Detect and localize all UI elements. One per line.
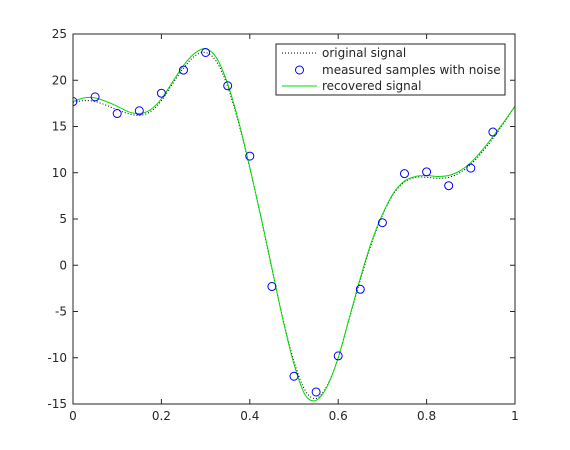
y-tick-label: -10 (47, 351, 67, 365)
y-tick-label: -15 (47, 397, 67, 411)
sample-marker-8 (245, 151, 255, 161)
recovered-signal-line (73, 48, 515, 402)
legend-label-original-signal: original signal (322, 46, 406, 60)
sample-marker-10 (289, 371, 299, 381)
sample-marker-1 (90, 92, 100, 102)
legend-label-measured-samples: measured samples with noise (322, 63, 501, 77)
sample-marker-17 (444, 181, 454, 191)
sample-marker-16 (422, 167, 432, 177)
x-tick-label: 1 (511, 409, 519, 423)
sample-marker-14 (377, 218, 387, 228)
y-tick-label: 0 (59, 258, 67, 272)
sample-marker-3 (134, 106, 144, 116)
plot-frame (72, 33, 516, 405)
plot-area (73, 34, 515, 404)
sample-marker-9 (267, 282, 277, 292)
y-tick-label: -5 (55, 305, 67, 319)
x-tick-label: 0.4 (240, 409, 259, 423)
y-tick-label: 20 (52, 73, 67, 87)
x-tick-label: 0.6 (329, 409, 348, 423)
sample-marker-11 (311, 387, 321, 397)
sample-marker-7 (223, 81, 233, 91)
sample-marker-6 (201, 48, 211, 57)
y-tick-label: 10 (52, 166, 67, 180)
legend-label-recovered-signal: recovered signal (322, 79, 421, 93)
sample-marker-2 (112, 109, 122, 119)
sample-marker-4 (156, 88, 166, 98)
y-tick-label: 25 (52, 27, 67, 41)
sample-marker-19 (488, 127, 498, 137)
y-tick-label: 5 (59, 212, 67, 226)
sample-marker-15 (400, 169, 409, 179)
sample-marker-13 (355, 284, 365, 294)
sample-marker-18 (466, 163, 476, 173)
series-layer (73, 48, 515, 402)
x-tick-label: 0.2 (152, 409, 171, 423)
sample-marker-0 (73, 97, 78, 107)
tick-layer: 0 0.2 0.4 0.6 0.8 1 -15 -10 -5 0 5 10 15 20 25 (47, 27, 518, 423)
y-tick-label: 15 (52, 120, 67, 134)
sample-marker-5 (179, 65, 188, 75)
sample-marker-12 (333, 351, 343, 361)
x-tick-label: 0.8 (417, 409, 436, 423)
x-tick-label: 0 (69, 409, 77, 423)
legend-swatch-measured-samples (295, 65, 304, 75)
legend: original signal measured samples with no… (275, 43, 506, 96)
